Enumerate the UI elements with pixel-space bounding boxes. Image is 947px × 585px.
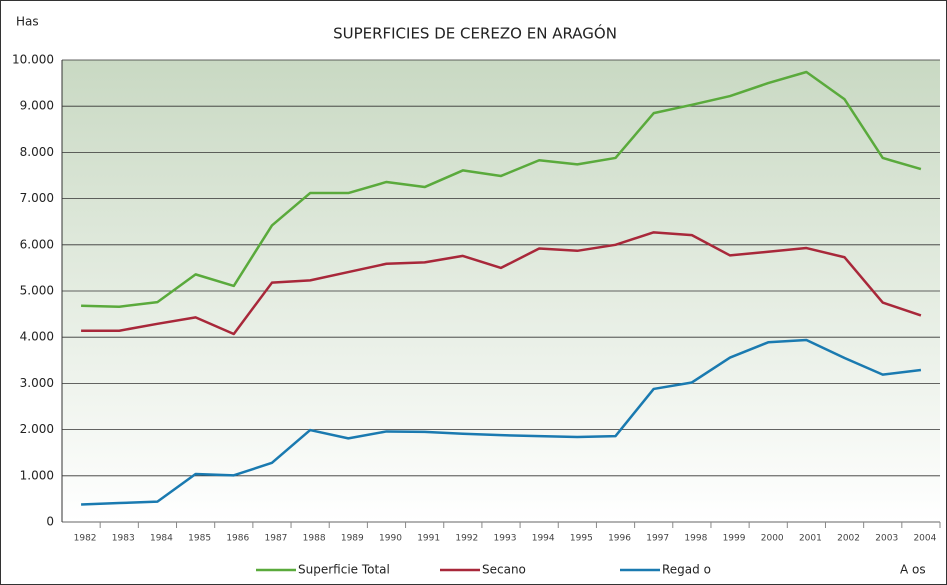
y-tick-label: 2.000: [20, 422, 54, 436]
x-tick-label: 1991: [417, 534, 440, 544]
x-tick-label: 2003: [875, 534, 898, 544]
y-tick-label: 6.000: [20, 237, 54, 251]
legend-label: Regad o: [662, 563, 711, 577]
x-tick-label: 1998: [684, 534, 707, 544]
x-tick-label: 1996: [608, 534, 631, 544]
series-line: [81, 338, 922, 506]
y-tick-label: 9.000: [20, 99, 54, 113]
x-tick-label: 1992: [455, 534, 478, 544]
x-tick-label: 1995: [570, 534, 593, 544]
x-tick-label: 2001: [799, 534, 822, 544]
x-tick-label: 1989: [341, 534, 364, 544]
x-tick-label: 1982: [74, 534, 97, 544]
x-tick-label: 2000: [761, 534, 784, 544]
y-tick-label: 10.000: [12, 53, 54, 67]
series-line: [81, 231, 922, 336]
x-tick-label: 1985: [188, 534, 211, 544]
legend-label: Secano: [482, 563, 526, 577]
y-tick-label: 4.000: [20, 330, 54, 344]
x-tick-label: 1986: [226, 534, 249, 544]
y-tick-label: 1.000: [20, 468, 54, 482]
y-tick-label: 0: [46, 515, 54, 529]
x-tick-label: 2002: [837, 534, 860, 544]
y-tick-label: 5.000: [20, 284, 54, 298]
legend-label: Superficie Total: [298, 563, 390, 577]
x-tick-label: 1987: [265, 534, 288, 544]
chart-title: SUPERFICIES DE CEREZO EN ARAGÓN: [333, 24, 617, 43]
y-tick-label: 7.000: [20, 191, 54, 205]
x-tick-label: 1993: [494, 534, 517, 544]
x-tick-label: 1983: [112, 534, 135, 544]
x-tick-label: 1984: [150, 534, 173, 544]
y-tick-label: 3.000: [20, 376, 54, 390]
x-tick-label: 1997: [646, 534, 669, 544]
x-tick-label: 1999: [723, 534, 746, 544]
x-tick-label: 1988: [303, 534, 326, 544]
x-axis-label: A os: [900, 563, 926, 577]
x-tick-label: 1990: [379, 534, 402, 544]
x-tick-label: 1994: [532, 534, 555, 544]
series-line: [81, 70, 922, 308]
y-tick-label: 8.000: [20, 145, 54, 159]
x-tick-label: 2004: [913, 534, 936, 544]
y-axis-label: Has: [16, 15, 39, 29]
